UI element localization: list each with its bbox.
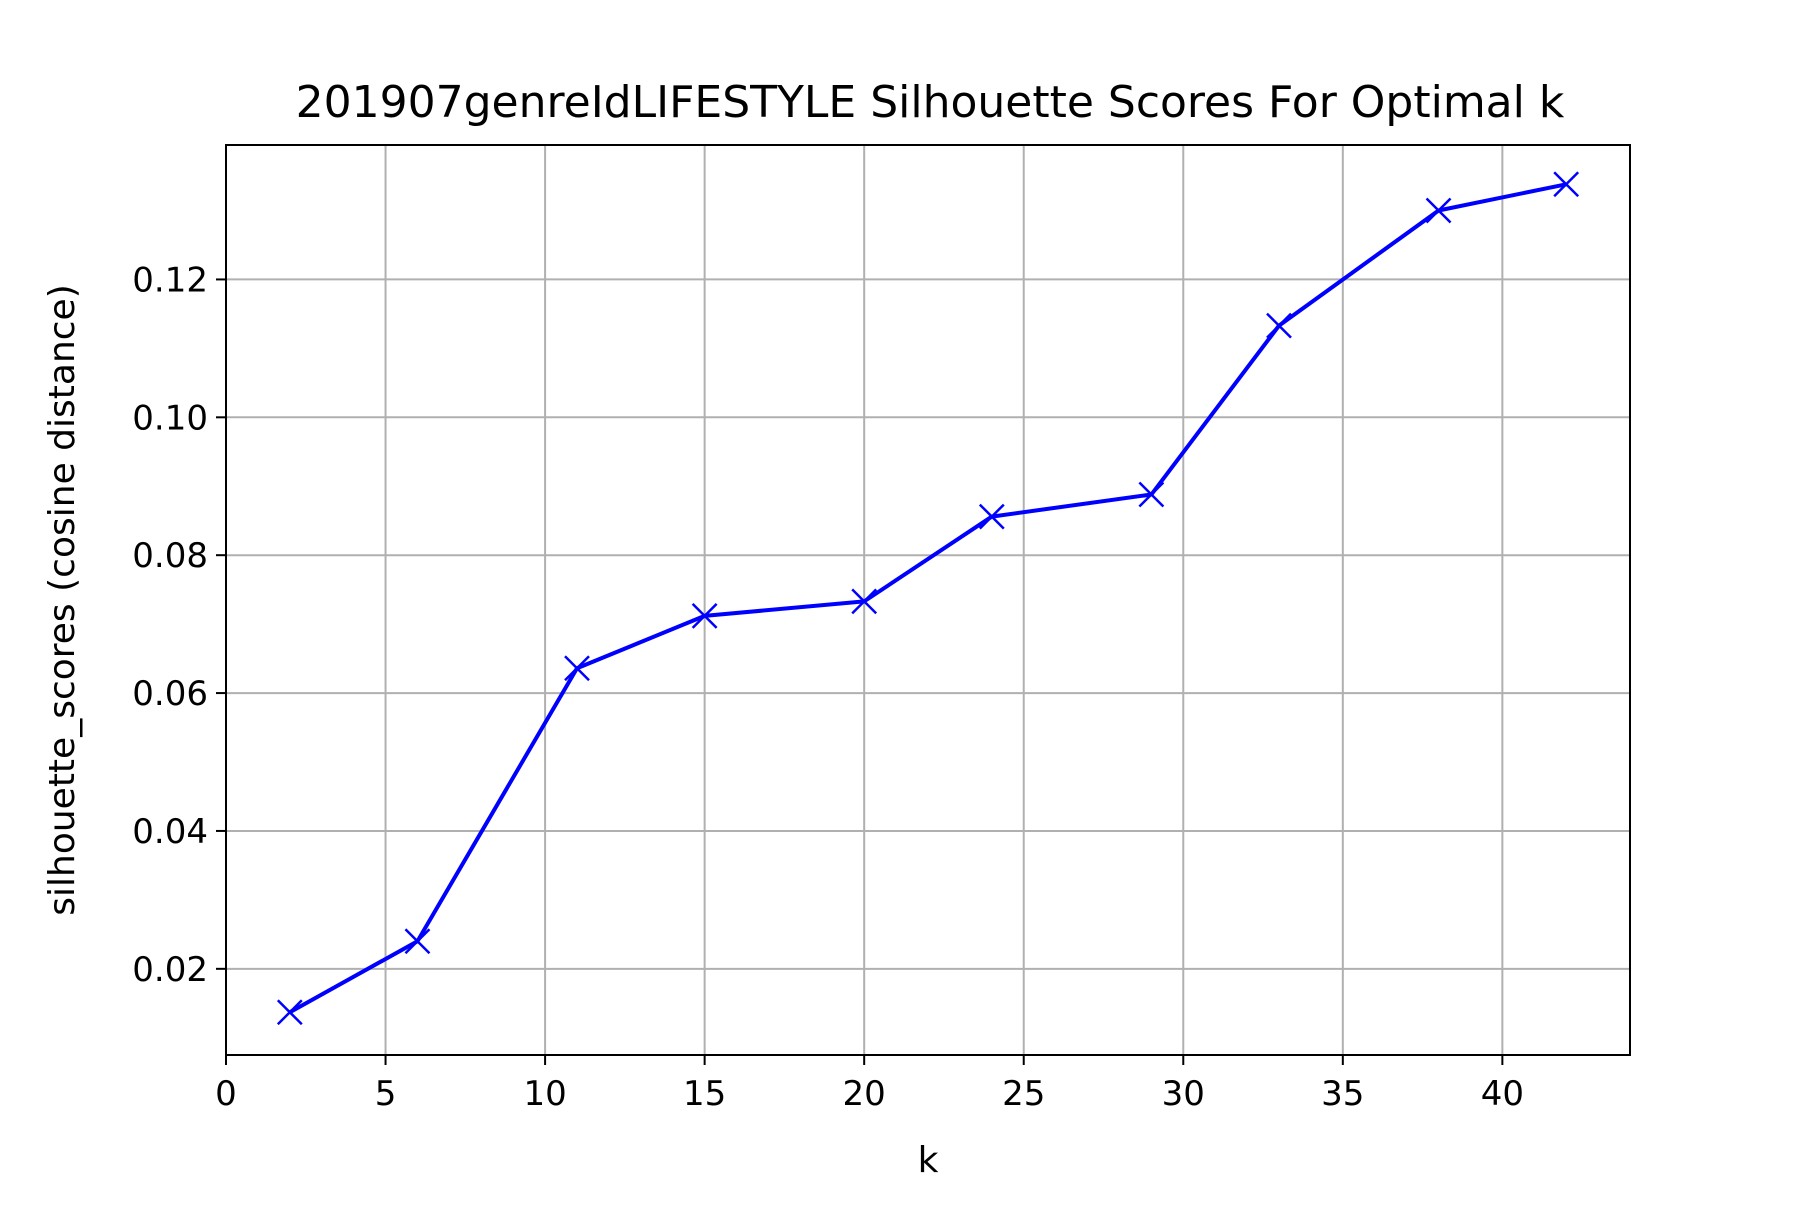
- data-point-marker: [1553, 171, 1580, 198]
- y-tick-label: 0.04: [132, 812, 208, 852]
- x-tick-label: 40: [1481, 1074, 1524, 1114]
- y-axis: 0.02 0.04 0.06 0.08 0.10 0.12: [132, 260, 226, 990]
- y-tick-label: 0.12: [132, 260, 208, 300]
- series-line: [288, 182, 1567, 1015]
- grid: [225, 145, 1630, 1055]
- data-point-marker: [1425, 197, 1452, 224]
- series-layer: [276, 171, 1580, 1026]
- data-point-marker: [564, 655, 590, 682]
- x-tick-label: 20: [843, 1074, 886, 1114]
- x-tick-label: 25: [1002, 1074, 1045, 1114]
- data-point-marker: [276, 999, 303, 1026]
- data-point-marker: [978, 503, 1005, 530]
- x-tick-label: 35: [1321, 1074, 1364, 1114]
- plot-frame: [225, 144, 1631, 1056]
- y-tick-label: 0.02: [132, 950, 208, 990]
- y-tick-label: 0.10: [132, 398, 208, 438]
- x-tick-label: 5: [375, 1074, 397, 1114]
- data-point-marker: [1138, 481, 1165, 508]
- y-tick-label: 0.08: [132, 536, 208, 576]
- y-axis-label: silhouette_scores (cosine distance): [42, 284, 83, 916]
- x-tick-label: 30: [1162, 1074, 1205, 1114]
- data-point-marker: [1266, 312, 1292, 339]
- x-tick-label: 15: [683, 1074, 726, 1114]
- x-tick-label: 0: [215, 1074, 237, 1114]
- data-point-marker: [691, 602, 718, 629]
- y-tick-label: 0.06: [132, 674, 208, 714]
- x-axis-label: k: [918, 1140, 939, 1181]
- chart-title: 201907genreIdLIFESTYLE Silhouette Scores…: [296, 77, 1565, 128]
- data-point-marker: [851, 588, 878, 615]
- x-tick-label: 10: [523, 1074, 566, 1114]
- x-axis: 0 5 10 15 20 25 30 35 40: [215, 1055, 1524, 1114]
- data-point-marker: [404, 928, 431, 955]
